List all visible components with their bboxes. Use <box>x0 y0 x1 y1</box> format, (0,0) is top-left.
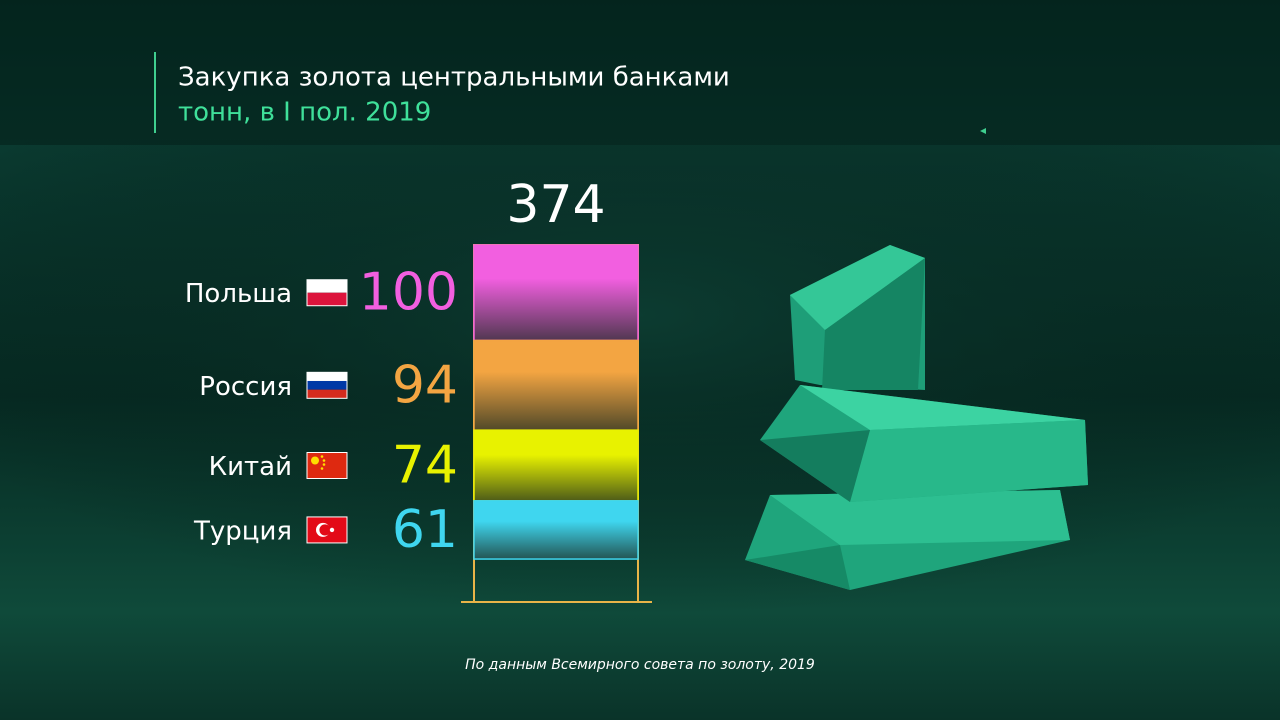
bar-segment <box>473 500 639 560</box>
header-band <box>0 0 1280 145</box>
legend-label: Турция <box>193 516 292 546</box>
bar-segment <box>473 244 639 342</box>
marker <box>980 128 986 134</box>
value-label: 94 <box>392 355 458 415</box>
value-label: 100 <box>359 263 458 323</box>
flag-part <box>307 292 347 306</box>
flag-border <box>306 279 348 307</box>
flag-part <box>322 459 326 462</box>
legend-label: Польша <box>185 279 292 309</box>
flag-part <box>307 380 347 390</box>
flag-part <box>329 527 335 533</box>
flag-part <box>322 463 326 466</box>
flag-part <box>319 524 331 536</box>
flag <box>306 516 348 544</box>
flag-border <box>306 452 348 479</box>
flag-part <box>311 456 319 465</box>
legend-label: Россия <box>199 372 292 402</box>
gold-bars <box>745 245 1088 590</box>
bar-segment <box>473 429 639 502</box>
flag <box>306 279 348 307</box>
flag <box>306 371 348 399</box>
value-label: 61 <box>392 500 458 560</box>
flag-border <box>306 516 348 544</box>
flag-part <box>307 452 347 479</box>
value-label: 74 <box>392 436 458 496</box>
legend-label: Китай <box>209 452 292 482</box>
bar-segment <box>473 339 639 431</box>
flag-part <box>307 389 347 399</box>
flag-part <box>307 279 347 293</box>
glow <box>0 140 1280 640</box>
source-note: По данным Всемирного совета по золоту, 2… <box>465 657 815 673</box>
total-label: 374 <box>506 175 605 235</box>
flag-part <box>307 372 347 381</box>
flag-part <box>320 467 324 470</box>
flag <box>306 452 348 479</box>
flag-border <box>306 371 348 399</box>
chart-title: Закупка золота центральными банками <box>178 63 730 93</box>
flag-part <box>320 455 324 458</box>
chart-subtitle: тонн, в I пол. 2019 <box>178 98 431 128</box>
